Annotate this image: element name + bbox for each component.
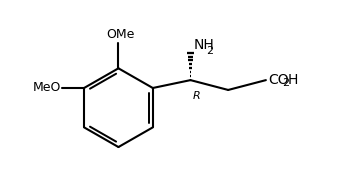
Text: NH: NH bbox=[194, 38, 214, 52]
Text: OMe: OMe bbox=[106, 28, 135, 41]
Text: 2: 2 bbox=[282, 78, 289, 88]
Text: MeO: MeO bbox=[33, 82, 61, 95]
Text: 2: 2 bbox=[206, 46, 214, 55]
Text: H: H bbox=[288, 73, 298, 87]
Text: R: R bbox=[193, 91, 200, 101]
Text: CO: CO bbox=[268, 73, 288, 87]
